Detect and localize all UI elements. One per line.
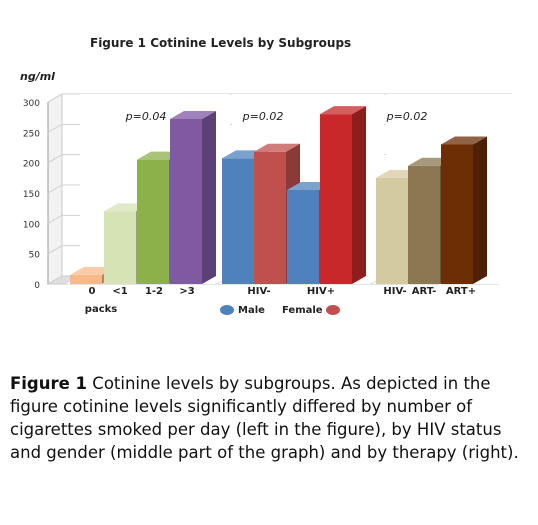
- x-group-sublabel: packs: [85, 304, 117, 315]
- chart-svg: Figure 1 Cotinine Levels by Subgroups ng/…: [20, 36, 514, 316]
- x-tick-label: ART-: [412, 286, 437, 297]
- x-tick-label: <1: [112, 286, 127, 297]
- bar: [408, 165, 440, 284]
- bar-top: [320, 106, 366, 115]
- bar-top: [441, 136, 487, 145]
- y-tick-label: 50: [29, 251, 41, 261]
- bar-side: [352, 106, 366, 284]
- x-tick-label: >3: [179, 286, 194, 297]
- bar: [254, 151, 286, 284]
- bar-top: [170, 110, 216, 119]
- bar: [222, 158, 254, 284]
- x-tick-label: ART+: [446, 286, 476, 297]
- y-tick-label: 150: [23, 190, 40, 200]
- x-tick-label: HIV+: [307, 286, 335, 297]
- legend-swatch-male: [220, 305, 234, 315]
- caption-label: Figure 1: [10, 374, 88, 393]
- bar-side: [473, 136, 487, 284]
- chart-title: Figure 1 Cotinine Levels by Subgroups: [90, 36, 351, 50]
- x-tick-label: HIV-: [383, 286, 406, 297]
- legend-swatch-female: [326, 305, 340, 315]
- chart: Figure 1 Cotinine Levels by Subgroups ng/…: [20, 36, 514, 316]
- bar-side: [202, 110, 216, 284]
- x-tick-label: HIV-: [247, 286, 270, 297]
- bar: [170, 118, 202, 284]
- figure-caption: Figure 1 Cotinine levels by subgroups. A…: [10, 372, 530, 464]
- p-value-annotation: p=0.02: [242, 110, 284, 123]
- p-value-annotation: p=0.04: [125, 110, 167, 123]
- bar: [104, 211, 136, 284]
- bar: [320, 114, 352, 284]
- y-tick-label: 0: [34, 281, 40, 291]
- bar: [70, 274, 102, 284]
- y-tick-label: 250: [23, 129, 40, 139]
- bar: [376, 177, 408, 284]
- p-value-annotation: p=0.02: [386, 110, 428, 123]
- bar: [137, 159, 169, 284]
- legend-label-male: Male: [238, 305, 265, 316]
- y-tick-label: 200: [23, 160, 40, 170]
- bar: [287, 189, 319, 284]
- y-tick-label: 100: [23, 220, 40, 230]
- y-axis-label: ng/ml: [20, 70, 55, 83]
- bar-top: [254, 143, 300, 152]
- caption-text: Cotinine levels by subgroups. As depicte…: [10, 374, 519, 462]
- legend-label-female: Female: [282, 305, 323, 316]
- x-tick-label: 1-2: [145, 286, 163, 297]
- x-tick-label: 0: [89, 286, 96, 297]
- bar: [441, 144, 473, 284]
- y-tick-label: 300: [23, 99, 40, 109]
